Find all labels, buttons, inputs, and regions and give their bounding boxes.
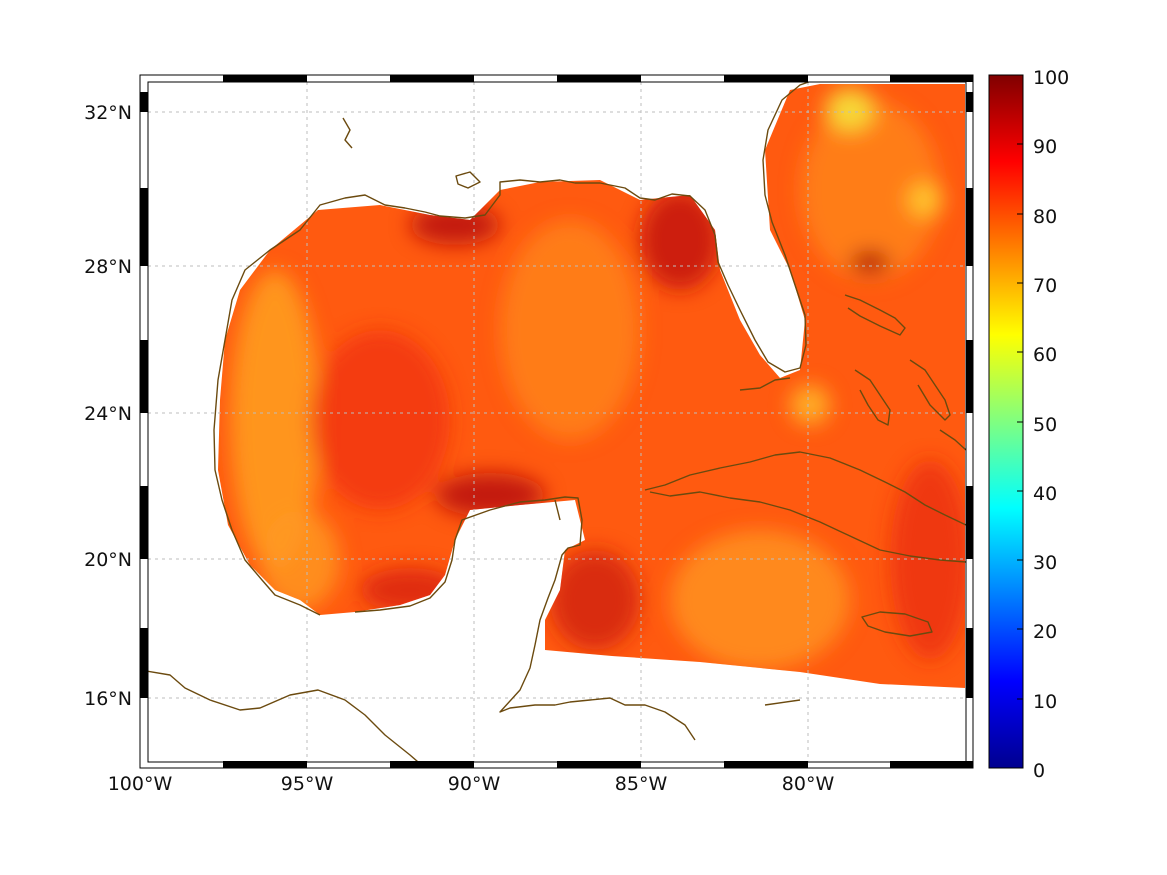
colorbar-label: 50 (1033, 414, 1057, 436)
y-tick-labels: 32°N 28°N 24°N 20°N 16°N (84, 102, 132, 710)
grid-lines (148, 82, 966, 762)
colorbar-label: 30 (1033, 552, 1057, 574)
x-tick-label: 80°W (782, 773, 835, 795)
colorbar-label: 100 (1033, 67, 1069, 89)
map-frame (139, 74, 974, 769)
coastlines (148, 82, 966, 762)
x-tick-label: 95°W (281, 773, 334, 795)
colorbar-label: 80 (1033, 206, 1057, 228)
colorbar-label: 0 (1033, 760, 1045, 782)
y-tick-label: 28°N (84, 256, 132, 278)
colorbar-label: 20 (1033, 621, 1057, 643)
y-tick-label: 24°N (84, 403, 132, 425)
x-tick-label: 100°W (108, 773, 173, 795)
x-tick-label: 85°W (615, 773, 668, 795)
colorbar-label: 90 (1033, 136, 1057, 158)
colorbar-ticks (1017, 74, 1023, 700)
y-tick-label: 20°N (84, 549, 132, 571)
x-tick-label: 90°W (448, 773, 501, 795)
colorbar-label: 60 (1033, 344, 1057, 366)
x-tick-labels: 100°W 95°W 90°W 85°W 80°W (108, 773, 835, 795)
y-tick-label: 16°N (84, 688, 132, 710)
colorbar: 100 90 80 70 60 50 40 30 20 10 0 (988, 67, 1069, 782)
colorbar-label: 10 (1033, 691, 1057, 713)
colorbar-label: 40 (1033, 483, 1057, 505)
y-tick-label: 32°N (84, 102, 132, 124)
colorbar-label: 70 (1033, 275, 1057, 297)
